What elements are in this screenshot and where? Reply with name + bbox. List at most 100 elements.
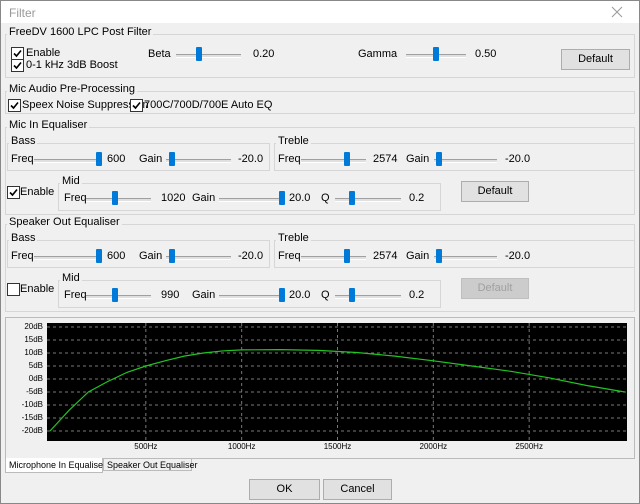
value: 2574 — [373, 153, 398, 165]
label: Freq — [278, 250, 301, 262]
value: 1020 — [161, 192, 186, 204]
slider-track — [86, 295, 151, 299]
label: Beta — [148, 48, 171, 60]
label: Freq — [11, 153, 34, 165]
button: Default — [461, 278, 529, 299]
button[interactable]: Default — [561, 49, 630, 70]
slider-thumb[interactable] — [169, 249, 175, 263]
value: 990 — [161, 289, 180, 301]
value: 0.2 — [409, 192, 425, 204]
value: -20.0 — [238, 153, 264, 165]
slider-thumb[interactable] — [433, 47, 439, 61]
tab[interactable]: Speaker Out Equaliser — [103, 458, 198, 471]
slider-track — [166, 256, 231, 260]
slider-thumb[interactable] — [344, 152, 350, 166]
label: Freq — [64, 289, 87, 301]
group-box — [7, 240, 270, 268]
slider-thumb[interactable] — [112, 288, 118, 302]
group-box — [5, 34, 635, 78]
checkbox[interactable] — [11, 59, 24, 72]
slider-track — [34, 256, 101, 260]
slider-track — [335, 295, 401, 299]
group-title: Treble — [276, 232, 311, 244]
label: Enable — [26, 47, 61, 59]
group-box — [7, 143, 270, 171]
checkbox[interactable] — [7, 283, 20, 296]
value: 2574 — [373, 250, 398, 262]
window-title: Filter — [9, 6, 36, 20]
label: Q — [321, 192, 330, 204]
slider-thumb[interactable] — [279, 191, 285, 205]
slider-thumb[interactable] — [96, 152, 102, 166]
button[interactable]: Cancel — [323, 479, 392, 500]
slider-track — [34, 159, 101, 163]
value: -20.0 — [505, 250, 531, 262]
checkbox[interactable] — [7, 186, 20, 199]
title-bar — [1, 1, 639, 23]
group-box — [274, 143, 635, 171]
label: Gamma — [358, 48, 398, 60]
slider-track — [166, 159, 231, 163]
group-title: Bass — [9, 232, 38, 244]
slider-thumb[interactable] — [344, 249, 350, 263]
group-box — [58, 183, 441, 211]
label: 0-1 kHz 3dB Boost — [26, 59, 118, 71]
group-title: Mic Audio Pre-Processing — [7, 83, 137, 95]
label: Gain — [139, 250, 163, 262]
slider-thumb[interactable] — [112, 191, 118, 205]
group-box — [5, 127, 635, 215]
value: 0.2 — [409, 289, 425, 301]
close-button[interactable] — [611, 6, 623, 18]
slider-thumb[interactable] — [349, 191, 355, 205]
label: Gain — [139, 153, 163, 165]
button[interactable]: Default — [461, 181, 529, 202]
label: Gain — [406, 250, 430, 262]
group-title: Mic In Equaliser — [7, 119, 90, 131]
slider-thumb[interactable] — [96, 249, 102, 263]
label: Gain — [192, 289, 216, 301]
group-box — [5, 224, 635, 312]
button[interactable]: OK — [249, 479, 320, 500]
label: Enable — [20, 283, 55, 295]
label: 700C/700D/700E Auto EQ — [144, 99, 273, 111]
group-box — [5, 91, 635, 114]
label: Freq — [11, 250, 34, 262]
value: -20.0 — [505, 153, 531, 165]
group-title: Bass — [9, 135, 38, 147]
checkbox[interactable] — [8, 99, 21, 112]
slider-track — [219, 295, 284, 299]
chart-panel — [5, 317, 635, 459]
value: -20.0 — [238, 250, 264, 262]
slider-thumb[interactable] — [279, 288, 285, 302]
slider-track — [176, 54, 241, 58]
label: Gain — [192, 192, 216, 204]
label: Speex Noise Suppression — [22, 99, 149, 111]
checkbox[interactable] — [130, 99, 143, 112]
slider-track — [335, 198, 401, 202]
label: Freq — [278, 153, 301, 165]
tab[interactable]: Microphone In Equaliser — [5, 458, 106, 473]
slider-track — [301, 159, 366, 163]
slider-track — [301, 256, 366, 260]
label: Q — [321, 289, 330, 301]
value: 600 — [107, 153, 126, 165]
label: Enable — [20, 186, 55, 198]
slider-thumb[interactable] — [169, 152, 175, 166]
slider-track — [86, 198, 151, 202]
slider-thumb[interactable] — [349, 288, 355, 302]
value: 0.50 — [475, 48, 497, 60]
group-title: FreeDV 1600 LPC Post Filter — [7, 26, 154, 38]
group-box — [274, 240, 635, 268]
slider-track — [219, 198, 284, 202]
slider-track — [434, 256, 497, 260]
group-box — [58, 280, 441, 308]
value: 600 — [107, 250, 126, 262]
group-title: Mid — [60, 175, 82, 187]
value: 20.0 — [289, 289, 311, 301]
label: Gain — [406, 153, 430, 165]
slider-track — [434, 159, 497, 163]
slider-thumb[interactable] — [436, 249, 442, 263]
slider-thumb[interactable] — [436, 152, 442, 166]
slider-thumb[interactable] — [196, 47, 202, 61]
